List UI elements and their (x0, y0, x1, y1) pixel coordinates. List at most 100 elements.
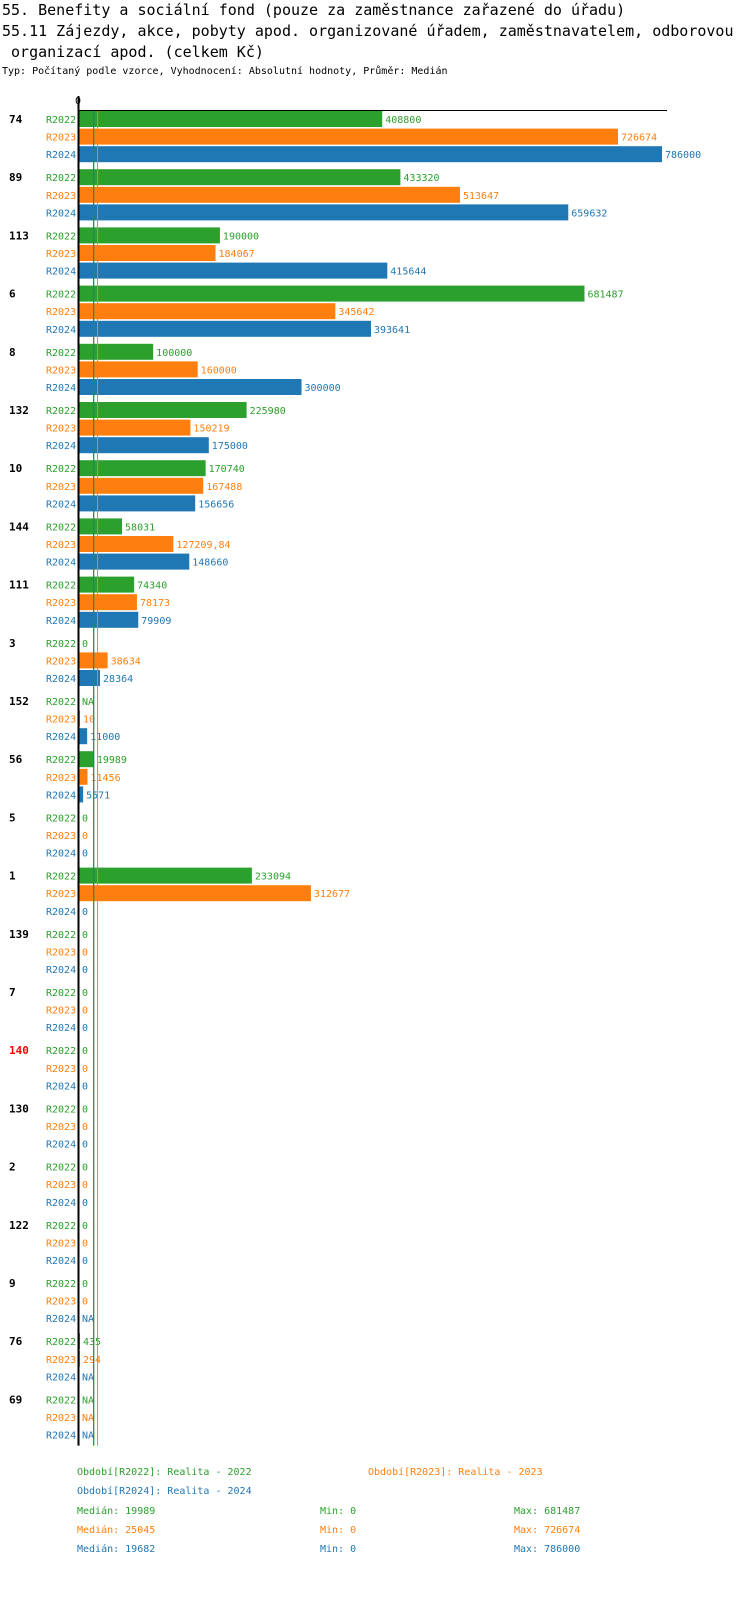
bar-value-label: 0 (82, 1297, 88, 1308)
bar-value-label: 0 (82, 1198, 88, 1209)
bar-value-label: 393641 (374, 325, 410, 336)
bar (79, 495, 196, 512)
group-label: 56 (9, 753, 23, 766)
series-label: R2022 (46, 522, 76, 533)
bar-value-label: 681487 (587, 290, 623, 301)
bar-value-label: 233094 (255, 872, 291, 883)
group-label: 69 (9, 1393, 22, 1406)
bar-value-label: 0 (82, 1163, 88, 1174)
bar (79, 670, 101, 686)
series-label: R2022 (46, 1221, 76, 1232)
bar-value-label: 0 (82, 1180, 88, 1191)
series-label: R2022 (46, 464, 76, 475)
bar-value-label: 300000 (305, 383, 341, 394)
group-label: 139 (9, 928, 29, 941)
bar-value-label: 184067 (219, 249, 255, 260)
series-label: R2022 (46, 231, 76, 242)
bar-value-label: 0 (82, 1256, 88, 1267)
bar (79, 786, 84, 803)
series-label: R2023 (46, 365, 76, 376)
group-label: 132 (9, 404, 29, 417)
series-label: R2024 (46, 1023, 76, 1034)
bar (79, 379, 302, 395)
series-label: R2024 (46, 1372, 76, 1383)
series-label: R2023 (46, 191, 76, 202)
series-label: R2024 (46, 674, 76, 685)
bar (79, 536, 174, 552)
bar-value-label: 0 (82, 1104, 88, 1115)
bar-value-label: 5571 (86, 790, 110, 801)
bar-value-label: 190000 (223, 231, 259, 242)
bar (79, 128, 618, 145)
bar-value-label: 312677 (314, 889, 350, 900)
series-label: R2022 (46, 930, 76, 941)
group-label: 76 (9, 1335, 23, 1348)
series-label: R2023 (46, 133, 76, 144)
series-label: R2022 (46, 1337, 76, 1348)
bar-value-label: 225980 (250, 406, 286, 417)
series-label: R2023 (46, 1122, 76, 1133)
group-label: 144 (9, 520, 29, 533)
group-label: 8 (9, 346, 16, 359)
bar (79, 285, 585, 302)
bar-value-label: 11000 (90, 732, 120, 743)
group-label: 122 (9, 1219, 29, 1232)
bar-value-label: 0 (82, 1140, 88, 1151)
legend-min-2022: Min: 0 (320, 1506, 357, 1517)
bar-value-label: 11456 (90, 773, 120, 784)
bar-value-label: 0 (82, 1046, 88, 1057)
bar-value-label: 0 (82, 1064, 88, 1075)
group-label: 89 (9, 171, 22, 184)
bar-value-label: 659632 (571, 208, 607, 219)
series-label: R2024 (46, 267, 76, 278)
bar-value-label: 58031 (125, 522, 155, 533)
legend-min-2023: Min: 0 (320, 1525, 357, 1536)
group-label: 1 (9, 870, 16, 883)
bar (79, 361, 198, 378)
group-label: 9 (9, 1277, 16, 1290)
bar (79, 402, 247, 418)
series-label: R2024 (46, 1140, 76, 1151)
bar-value-label: 38634 (111, 656, 141, 667)
bar (79, 204, 569, 221)
series-label: R2024 (46, 499, 76, 510)
series-label: R2024 (46, 907, 76, 918)
series-label: R2023 (46, 307, 76, 318)
series-label: R2022 (46, 290, 76, 301)
legend-max-2022: Max: 681487 (514, 1506, 581, 1517)
bar-chart: 074R2022408800R2023726674R202478600089R2… (9, 96, 701, 1446)
bar (79, 477, 204, 494)
bar-value-label: 0 (82, 639, 88, 650)
series-label: R2022 (46, 581, 76, 592)
series-label: R2022 (46, 1104, 76, 1115)
series-label: R2024 (46, 1081, 76, 1092)
series-label: R2023 (46, 1006, 76, 1017)
bar (79, 227, 220, 244)
series-label: R2024 (46, 732, 76, 743)
series-label: R2024 (46, 790, 76, 801)
bar (79, 111, 383, 127)
bar (79, 186, 460, 203)
bar-value-label: 156656 (198, 499, 234, 510)
series-label: R2024 (46, 1256, 76, 1267)
bar-value-label: 408800 (385, 115, 421, 126)
series-label: R2022 (46, 639, 76, 650)
bar (79, 437, 209, 454)
legend-median-2023: Medián: 25045 (77, 1525, 156, 1536)
series-label: R2022 (46, 697, 76, 708)
bar (79, 553, 190, 570)
series-label: R2024 (46, 1431, 76, 1442)
bar-value-label: 100000 (156, 348, 192, 359)
bar-value-label: 167488 (206, 482, 242, 493)
bar-value-label: 127209,84 (176, 540, 230, 551)
bar (79, 885, 311, 902)
bar (79, 262, 388, 279)
group-label: 113 (9, 229, 29, 242)
series-label: R2023 (46, 947, 76, 958)
bar-value-label: 786000 (665, 150, 701, 161)
series-label: R2024 (46, 208, 76, 219)
series-label: R2023 (46, 1180, 76, 1191)
series-label: R2023 (46, 715, 76, 726)
bar-value-label: NA (82, 1314, 94, 1325)
group-label: 74 (9, 113, 23, 126)
